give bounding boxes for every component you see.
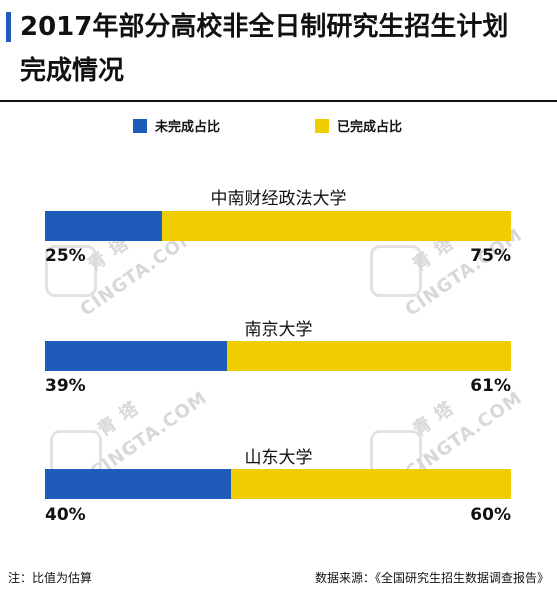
bar-segment-completed [161,211,511,241]
legend-swatch-uncompleted [133,118,147,133]
data-label-completed: 61% [470,376,511,396]
legend-label-completed: 已完成占比 [337,120,403,135]
footer-source: 数据来源：《全国研究生招生数据调查报告》 [314,571,549,585]
bar-segment-completed [231,469,511,499]
legend-swatch-completed [315,118,329,133]
data-label-completed: 60% [470,505,511,525]
title-area: 2017年部分高校非全日制研究生招生计划 完成情况 [0,0,557,102]
data-label-uncompleted: 40% [45,505,86,525]
data-label-uncompleted: 39% [45,376,86,396]
legend: 未完成占比 已完成占比 [0,116,557,138]
category-label: 山东大学 [244,448,313,468]
bar-segment-uncompleted [45,469,232,499]
legend-item-uncompleted: 未完成占比 [133,116,220,135]
legend-item-completed: 已完成占比 [315,116,402,135]
bar-row [45,469,511,499]
watermark-logo [45,245,97,297]
chart-title-line1: 2017年部分高校非全日制研究生招生计划 [20,12,509,42]
chart-title-line2: 完成情况 [20,56,125,86]
title-accent-bar [6,12,11,42]
bar-segment-completed [226,341,511,371]
legend-label-uncompleted: 未完成占比 [155,120,221,135]
bar-segment-uncompleted [45,341,227,371]
bar-row [45,211,511,241]
bar-segment-uncompleted [45,211,162,241]
data-label-uncompleted: 25% [45,246,86,266]
category-label: 南京大学 [244,320,313,340]
watermark-logo [370,245,422,297]
footer-note: 注：比值为估算 [8,571,93,585]
data-label-completed: 75% [470,246,511,266]
bar-row [45,341,511,371]
category-label: 中南财经政法大学 [210,189,347,209]
